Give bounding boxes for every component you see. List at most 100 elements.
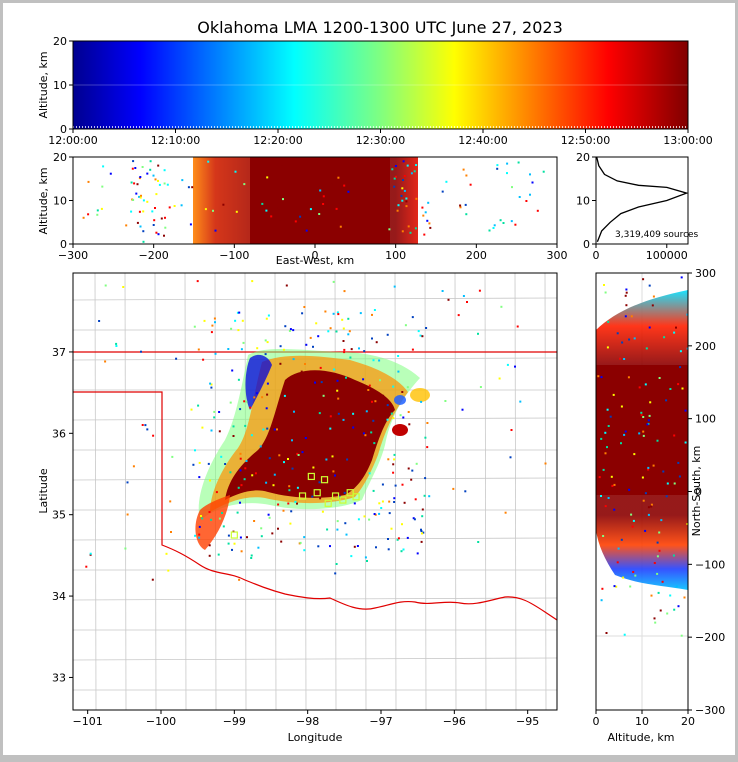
east-west-source-point xyxy=(261,202,264,205)
ns-source-point xyxy=(678,475,681,478)
map-source-point xyxy=(381,500,384,503)
map-x-tick-label: −96 xyxy=(443,715,466,728)
ns-source-point xyxy=(623,358,626,360)
map-source-point xyxy=(343,351,346,354)
ns-source-point xyxy=(642,278,645,281)
map-source-point xyxy=(336,379,339,382)
east-west-source-point xyxy=(138,210,141,213)
map-source-point xyxy=(479,386,482,388)
map-source-point xyxy=(240,348,243,351)
east-west-source-point xyxy=(189,223,192,226)
county-line xyxy=(544,273,547,710)
east-west-source-point xyxy=(96,209,99,212)
east-west-source-point xyxy=(163,169,166,172)
map-source-point xyxy=(264,339,267,342)
east-west-source-point xyxy=(149,160,152,163)
ns-source-point xyxy=(642,434,645,437)
east-west-source-point xyxy=(322,203,325,205)
map-source-point xyxy=(447,298,450,301)
east-west-source-point xyxy=(154,178,157,181)
altitude-histogram-line xyxy=(596,156,689,243)
map-source-point xyxy=(407,467,410,470)
map-source-point xyxy=(421,335,424,338)
map-source-point xyxy=(329,415,332,418)
ns-source-point xyxy=(600,599,603,602)
lma-station-marker xyxy=(346,489,354,497)
east-west-source-point xyxy=(299,215,302,218)
map-source-point xyxy=(393,453,396,456)
east-west-source-point xyxy=(506,172,508,175)
map-source-point xyxy=(230,327,233,330)
map-source-point xyxy=(253,396,256,399)
east-west-source-point xyxy=(391,168,394,171)
map-source-point xyxy=(132,465,135,468)
east-west-source-point xyxy=(335,207,338,210)
east-west-source-point xyxy=(488,229,491,232)
east-west-source-point xyxy=(212,209,214,212)
east-west-source-point xyxy=(155,231,158,234)
map-source-point xyxy=(141,424,144,426)
map-source-point xyxy=(201,426,204,429)
east-west-source-point xyxy=(141,166,144,168)
ns-source-point xyxy=(646,423,649,426)
ns-source-point xyxy=(652,464,655,467)
east-west-xticks: −300 −200 −100 0 100 200 300 xyxy=(58,244,568,262)
map-source-point xyxy=(380,507,383,509)
map-source-point xyxy=(393,497,396,500)
east-west-source-point xyxy=(400,194,403,197)
map-source-point xyxy=(378,359,381,362)
east-west-source-point xyxy=(139,176,142,178)
ns-source-point xyxy=(633,453,636,456)
map-source-point xyxy=(194,449,196,452)
east-west-source-point xyxy=(204,208,207,211)
east-west-source-point xyxy=(427,201,430,204)
map-source-point xyxy=(466,301,468,303)
map-source-point xyxy=(401,523,403,526)
east-west-source-point xyxy=(429,226,432,229)
map-source-point xyxy=(239,501,241,504)
map-yticks: 33 34 35 36 37 xyxy=(52,346,73,684)
map-source-point xyxy=(296,502,298,505)
map-source-point xyxy=(350,348,353,351)
east-west-source-point xyxy=(393,177,396,180)
ns-source-point xyxy=(621,418,624,421)
ns-source-point xyxy=(638,432,641,435)
east-west-source-point xyxy=(330,183,333,186)
map-source-point xyxy=(210,331,213,334)
map-source-point xyxy=(277,527,279,530)
map-source-point xyxy=(190,408,193,411)
map-source-point xyxy=(337,397,340,400)
ns-source-point xyxy=(660,519,663,522)
map-source-point xyxy=(207,462,210,465)
map-source-point xyxy=(318,412,321,415)
map-source-point xyxy=(303,549,306,552)
east-west-source-point xyxy=(405,205,408,208)
ns-source-point xyxy=(629,585,632,588)
ns-source-point xyxy=(631,525,634,528)
map-source-point xyxy=(424,477,427,480)
east-west-source-point xyxy=(493,224,496,227)
map-source-point xyxy=(279,345,282,348)
map-source-point xyxy=(329,427,332,430)
ns-source-point xyxy=(640,413,643,416)
ns-source-point xyxy=(647,468,650,471)
east-west-source-point xyxy=(265,209,268,212)
lma-station-marker xyxy=(230,531,238,539)
east-west-source-point xyxy=(496,164,499,167)
lma-station-marker xyxy=(307,472,315,481)
map-source-point xyxy=(235,485,238,487)
map-source-point xyxy=(319,366,322,369)
east-west-source-point xyxy=(138,177,141,180)
map-source-point xyxy=(386,404,389,407)
map-source-point xyxy=(257,546,260,549)
east-west-source-point xyxy=(132,160,135,163)
ns-source-point xyxy=(600,495,602,497)
ns-source-point xyxy=(633,337,636,340)
map-source-point xyxy=(236,311,239,314)
ns-source-point xyxy=(611,484,614,487)
ns-source-point xyxy=(656,572,659,575)
ns-source-point xyxy=(644,492,647,495)
ns-source-point xyxy=(657,591,660,594)
map-source-point xyxy=(227,348,230,350)
